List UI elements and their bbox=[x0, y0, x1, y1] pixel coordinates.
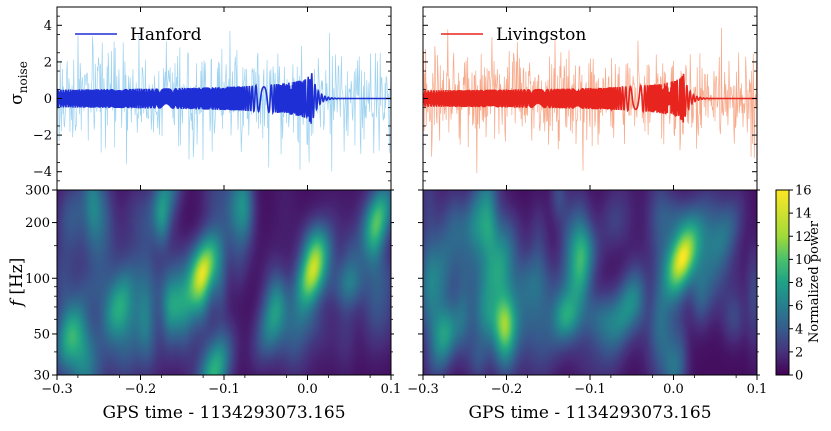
colorbar: 0 2 4 6 8 10 12 14 16 Normalized power bbox=[775, 184, 822, 384]
ylabel-sigma: σ bbox=[7, 93, 27, 105]
livingston-y-ticks bbox=[422, 7, 758, 190]
y-tick-label: 300 bbox=[25, 184, 50, 199]
panel-livingston-spectrogram: −0.3 −0.2 −0.1 0.0 0.1 GPS time - 1134293073… bbox=[407, 189, 767, 423]
y-tick-label: −2 bbox=[33, 129, 52, 144]
hanford-y-ticks: −4 −2 0 2 4 bbox=[33, 7, 392, 190]
ylabel-noise-subscript: noise bbox=[16, 61, 30, 93]
freq-y-axis-label: f [Hz] bbox=[7, 258, 27, 309]
colorbar-tick-label: 16 bbox=[795, 184, 812, 199]
x-tick-label: −0.2 bbox=[125, 382, 157, 397]
hanford-y-freq-ticks: 30 50 100 200 300 bbox=[25, 184, 394, 384]
hanford-chirp-series bbox=[57, 73, 391, 124]
x-tick-label: −0.3 bbox=[41, 382, 73, 397]
hanford-spectrogram-image bbox=[57, 190, 391, 375]
x-tick-label: −0.1 bbox=[208, 382, 240, 397]
livingston-spectrogram-image bbox=[423, 190, 757, 375]
livingston-legend: Livingston bbox=[441, 25, 586, 45]
y-tick-label: 100 bbox=[25, 272, 50, 287]
x-tick-label: 0.1 bbox=[381, 382, 402, 397]
hanford-x-axis-label: GPS time - 1134293073.165 bbox=[102, 403, 345, 423]
colorbar-tick-label: 6 bbox=[795, 299, 803, 314]
colorbar-tick-label: 4 bbox=[795, 322, 803, 337]
colorbar-gradient bbox=[775, 189, 790, 376]
hanford-x-ticks: −0.3 −0.2 −0.1 0.0 0.1 bbox=[41, 375, 401, 397]
strain-y-axis-label: σnoise bbox=[7, 61, 30, 105]
y-tick-label: 50 bbox=[33, 327, 50, 342]
x-tick-label: −0.3 bbox=[407, 382, 439, 397]
y-tick-label: 0 bbox=[44, 92, 52, 107]
panel-hanford-spectrogram: −0.3 −0.2 −0.1 0.0 0.1 30 50 100 200 300 GPS tim… bbox=[7, 184, 401, 424]
livingston-x-axis-label: GPS time - 1134293073.165 bbox=[468, 403, 711, 423]
x-tick-label: −0.2 bbox=[491, 382, 523, 397]
panel-livingston-strain: Livingston bbox=[422, 6, 758, 191]
colorbar-tick-label: 2 bbox=[795, 345, 803, 360]
livingston-x-ticks: −0.3 −0.2 −0.1 0.0 0.1 bbox=[407, 375, 767, 397]
colorbar-tick-label: 8 bbox=[795, 276, 803, 291]
x-tick-label: −0.1 bbox=[574, 382, 606, 397]
panel-hanford-strain: Hanford −4 −2 0 2 4 σnoise bbox=[7, 6, 392, 191]
livingston-y-freq-ticks bbox=[418, 189, 760, 376]
x-tick-label: 0.1 bbox=[747, 382, 768, 397]
y-tick-label: 4 bbox=[44, 19, 52, 34]
x-tick-label: 0.0 bbox=[297, 382, 318, 397]
livingston-chirp-series bbox=[423, 73, 757, 123]
colorbar-label: Normalized power bbox=[807, 220, 822, 343]
y-tick-label: −4 bbox=[33, 165, 52, 180]
colorbar-tick-label: 10 bbox=[795, 253, 812, 268]
colorbar-tick-label: 0 bbox=[795, 369, 803, 384]
y-tick-label: 200 bbox=[25, 216, 50, 231]
y-tick-label: 30 bbox=[33, 369, 50, 384]
livingston-legend-label: Livingston bbox=[496, 25, 586, 45]
y-tick-label: 2 bbox=[44, 55, 52, 70]
hanford-legend-label: Hanford bbox=[130, 25, 202, 45]
colorbar-tick-label: 14 bbox=[795, 207, 812, 222]
ylabel-hz: [Hz] bbox=[7, 258, 27, 295]
hanford-legend: Hanford bbox=[75, 25, 202, 45]
x-tick-label: 0.0 bbox=[663, 382, 684, 397]
colorbar-ticks: 0 2 4 6 8 10 12 14 16 bbox=[789, 184, 812, 384]
colorbar-tick-label: 12 bbox=[795, 230, 812, 245]
ylabel-f: f bbox=[7, 297, 27, 308]
